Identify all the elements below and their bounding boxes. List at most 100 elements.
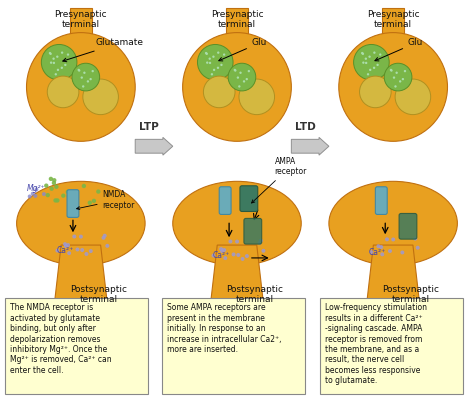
Ellipse shape: [173, 182, 301, 265]
Circle shape: [373, 51, 375, 54]
Circle shape: [369, 250, 374, 254]
Circle shape: [238, 85, 240, 88]
Circle shape: [362, 61, 365, 64]
Ellipse shape: [329, 182, 457, 265]
Circle shape: [57, 69, 59, 71]
Text: Glutamate: Glutamate: [63, 38, 144, 62]
Circle shape: [75, 247, 80, 252]
Circle shape: [91, 70, 94, 72]
Circle shape: [54, 185, 59, 189]
Circle shape: [247, 70, 250, 72]
Circle shape: [61, 67, 63, 69]
Circle shape: [390, 69, 392, 72]
Circle shape: [394, 85, 397, 88]
Circle shape: [241, 257, 245, 261]
Polygon shape: [226, 8, 248, 35]
Circle shape: [239, 79, 274, 115]
Circle shape: [27, 195, 32, 199]
Text: Postsynaptic
terminal: Postsynaptic terminal: [383, 284, 439, 304]
Circle shape: [362, 53, 364, 55]
Polygon shape: [210, 245, 264, 314]
Circle shape: [206, 53, 208, 55]
Circle shape: [64, 64, 66, 66]
Circle shape: [61, 51, 64, 54]
Circle shape: [83, 72, 86, 74]
Circle shape: [41, 44, 77, 80]
Text: Ca²⁺: Ca²⁺: [56, 246, 73, 255]
Circle shape: [388, 249, 392, 253]
Circle shape: [416, 246, 419, 250]
Polygon shape: [70, 35, 92, 48]
Polygon shape: [382, 8, 404, 35]
FancyBboxPatch shape: [240, 186, 258, 212]
Circle shape: [235, 240, 239, 243]
Circle shape: [67, 53, 69, 56]
Circle shape: [234, 69, 236, 71]
Circle shape: [81, 77, 83, 79]
Circle shape: [211, 254, 216, 258]
Text: LTD: LTD: [295, 123, 316, 132]
Circle shape: [82, 184, 86, 188]
Polygon shape: [53, 245, 109, 314]
Circle shape: [376, 64, 379, 66]
Circle shape: [90, 78, 92, 80]
Circle shape: [79, 235, 83, 239]
Circle shape: [46, 193, 50, 197]
Circle shape: [360, 76, 391, 108]
Circle shape: [35, 188, 38, 191]
Polygon shape: [382, 35, 404, 48]
Ellipse shape: [27, 33, 135, 141]
Circle shape: [55, 198, 60, 203]
Circle shape: [67, 193, 71, 198]
Circle shape: [213, 69, 215, 71]
Circle shape: [61, 193, 65, 198]
Text: AMPA
receptor: AMPA receptor: [252, 157, 307, 203]
Circle shape: [198, 44, 233, 80]
Text: Glu: Glu: [219, 38, 267, 61]
Circle shape: [228, 239, 232, 243]
Circle shape: [365, 57, 367, 60]
FancyBboxPatch shape: [399, 213, 417, 239]
Circle shape: [368, 55, 371, 58]
FancyBboxPatch shape: [244, 219, 262, 244]
Circle shape: [212, 55, 215, 58]
Circle shape: [399, 80, 401, 83]
Circle shape: [53, 57, 55, 60]
Circle shape: [395, 72, 398, 74]
Polygon shape: [70, 8, 92, 35]
Text: The NMDA receptor is
activated by glutamate
binding, but only after
depolarizati: The NMDA receptor is activated by glutam…: [9, 303, 111, 375]
Circle shape: [89, 249, 93, 253]
Circle shape: [243, 80, 245, 83]
FancyBboxPatch shape: [67, 190, 79, 217]
Text: Low-frequency stimulation
results in a different Ca²⁺
-signaling cascade. AMPA
r: Low-frequency stimulation results in a d…: [325, 303, 427, 385]
Circle shape: [92, 199, 96, 203]
Circle shape: [55, 249, 59, 253]
Circle shape: [64, 244, 68, 248]
Circle shape: [354, 44, 389, 80]
Circle shape: [72, 63, 100, 91]
Circle shape: [88, 201, 92, 205]
Ellipse shape: [182, 33, 292, 141]
Text: NMDA
receptor: NMDA receptor: [77, 190, 135, 210]
Circle shape: [206, 61, 209, 64]
Circle shape: [401, 78, 404, 80]
Circle shape: [404, 70, 406, 72]
Text: Some AMPA receptors are
present in the membrane
initially. In response to an
inc: Some AMPA receptors are present in the m…: [167, 303, 282, 354]
Circle shape: [42, 192, 46, 196]
Circle shape: [82, 85, 84, 88]
Text: LTP: LTP: [139, 123, 159, 132]
Circle shape: [67, 251, 71, 255]
FancyBboxPatch shape: [375, 187, 387, 214]
Circle shape: [78, 69, 81, 72]
Circle shape: [220, 249, 224, 253]
Ellipse shape: [17, 182, 145, 265]
Circle shape: [87, 80, 89, 83]
Circle shape: [222, 248, 226, 252]
Circle shape: [49, 52, 51, 54]
Circle shape: [209, 62, 211, 64]
Circle shape: [237, 77, 239, 79]
Circle shape: [47, 76, 79, 108]
Circle shape: [84, 252, 89, 256]
Circle shape: [66, 243, 70, 247]
Ellipse shape: [339, 33, 447, 141]
